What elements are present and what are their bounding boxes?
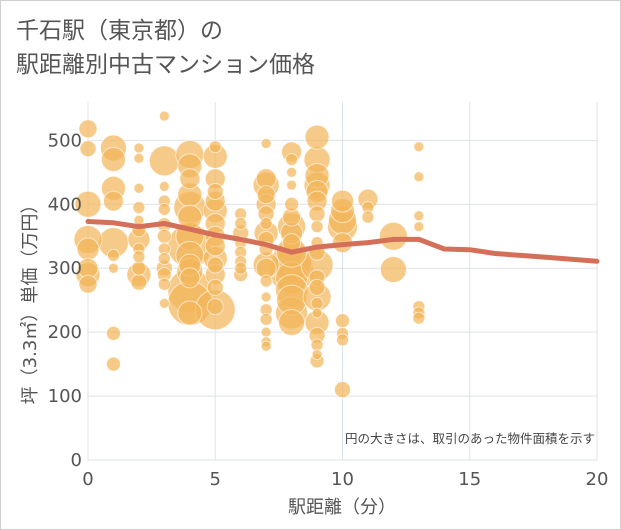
x-tick-label: 0 bbox=[82, 469, 93, 490]
bubble-point bbox=[285, 153, 299, 167]
bubble-point bbox=[76, 237, 100, 261]
bubble-point bbox=[308, 205, 326, 223]
bubble-point bbox=[259, 216, 273, 230]
bubbles-layer bbox=[73, 110, 426, 399]
y-axis-ticks: 0 100 200 300 400 500 bbox=[48, 130, 82, 471]
bubble-point bbox=[311, 307, 323, 319]
bubble-point bbox=[78, 274, 98, 294]
bubble-point bbox=[158, 110, 170, 122]
x-tick-label: 20 bbox=[586, 469, 609, 490]
y-axis-label: 坪（3.3㎡）単価（万円） bbox=[19, 196, 41, 405]
bubble-point bbox=[413, 171, 425, 183]
bubble-point bbox=[278, 309, 306, 337]
chart-title-line-1: 千石駅（東京都）の bbox=[16, 18, 223, 44]
x-axis-ticks: 0 5 10 15 20 bbox=[82, 469, 608, 490]
bubble-point bbox=[130, 273, 148, 291]
bubble-point bbox=[78, 119, 98, 139]
y-tick-label: 200 bbox=[48, 322, 82, 343]
bubble-point bbox=[157, 277, 171, 291]
bubble-point bbox=[361, 210, 375, 224]
bubble-point bbox=[286, 179, 298, 191]
bubble-point bbox=[106, 248, 120, 262]
size-annotation: 円の大きさは、取引のあった物件面積を示す bbox=[345, 431, 595, 446]
bubble-point bbox=[206, 278, 224, 296]
x-axis-label: 駅距離（分） bbox=[288, 497, 396, 518]
bubble-point bbox=[206, 256, 224, 274]
bubble-point bbox=[157, 252, 171, 266]
bubble-point bbox=[335, 313, 350, 329]
bubble-point bbox=[74, 190, 102, 218]
bubble-point bbox=[206, 298, 224, 316]
bubble-point bbox=[105, 325, 121, 341]
bubble-point bbox=[379, 255, 407, 283]
bubble-point bbox=[260, 138, 272, 150]
bubble-point bbox=[256, 185, 276, 205]
bubble-point bbox=[156, 228, 172, 244]
y-tick-label: 500 bbox=[48, 130, 82, 151]
bubble-point bbox=[260, 291, 272, 303]
bubble-point bbox=[157, 202, 171, 216]
bubble-point bbox=[133, 142, 145, 154]
bubble-point bbox=[107, 262, 119, 274]
x-tick-label: 15 bbox=[458, 469, 481, 490]
bubble-point bbox=[304, 124, 330, 150]
bubble-point bbox=[132, 250, 146, 264]
bubble-point bbox=[158, 297, 170, 309]
bubble-point bbox=[133, 152, 145, 164]
bubble-point bbox=[336, 333, 349, 347]
bubble-point bbox=[179, 267, 201, 289]
bubble-point bbox=[311, 349, 323, 361]
bubble-point bbox=[79, 140, 97, 158]
bubble-point bbox=[334, 381, 351, 399]
bubble-point bbox=[179, 168, 201, 190]
bubble-point bbox=[234, 261, 248, 275]
trend-line-layer bbox=[85, 219, 600, 264]
x-tick-label: 5 bbox=[210, 469, 221, 490]
bubble-point bbox=[208, 140, 222, 154]
chart-title: 千石駅（東京都）の 駅距離別中古マンション価格 bbox=[16, 14, 315, 82]
bubble-point bbox=[259, 312, 273, 326]
bubble-point bbox=[413, 141, 425, 153]
bubble-point bbox=[310, 220, 324, 234]
bubble-point bbox=[100, 147, 126, 173]
bubble-point bbox=[148, 145, 180, 177]
bubble-point bbox=[286, 166, 298, 178]
bubble-point bbox=[413, 210, 425, 222]
chart-title-line-2: 駅距離別中古マンション価格 bbox=[16, 52, 315, 78]
bubble-point bbox=[378, 221, 408, 251]
bubble-point bbox=[206, 183, 224, 200]
bubble-point bbox=[284, 196, 300, 212]
y-tick-label: 400 bbox=[48, 194, 82, 215]
y-tick-label: 300 bbox=[48, 258, 82, 279]
bubble-point bbox=[413, 221, 425, 233]
bubble-point bbox=[132, 200, 146, 214]
bubble-point bbox=[131, 260, 147, 276]
x-tick-label: 10 bbox=[331, 469, 354, 490]
bubble-point bbox=[331, 189, 354, 213]
bubble-point bbox=[259, 274, 273, 288]
bubble-point bbox=[102, 190, 124, 212]
bubble-point bbox=[158, 180, 170, 192]
bubble-point bbox=[260, 326, 272, 338]
bubble-point bbox=[105, 356, 121, 372]
bubble-point bbox=[177, 300, 203, 326]
bubble-point bbox=[412, 311, 426, 325]
bubble-point bbox=[234, 216, 248, 230]
bubble-point bbox=[308, 278, 326, 296]
bubble-point bbox=[204, 235, 226, 257]
trend-line bbox=[85, 219, 600, 264]
bubble-point bbox=[260, 340, 272, 352]
bubble-point bbox=[133, 182, 145, 194]
y-tick-label: 100 bbox=[48, 386, 82, 407]
y-tick-label: 0 bbox=[71, 450, 82, 471]
